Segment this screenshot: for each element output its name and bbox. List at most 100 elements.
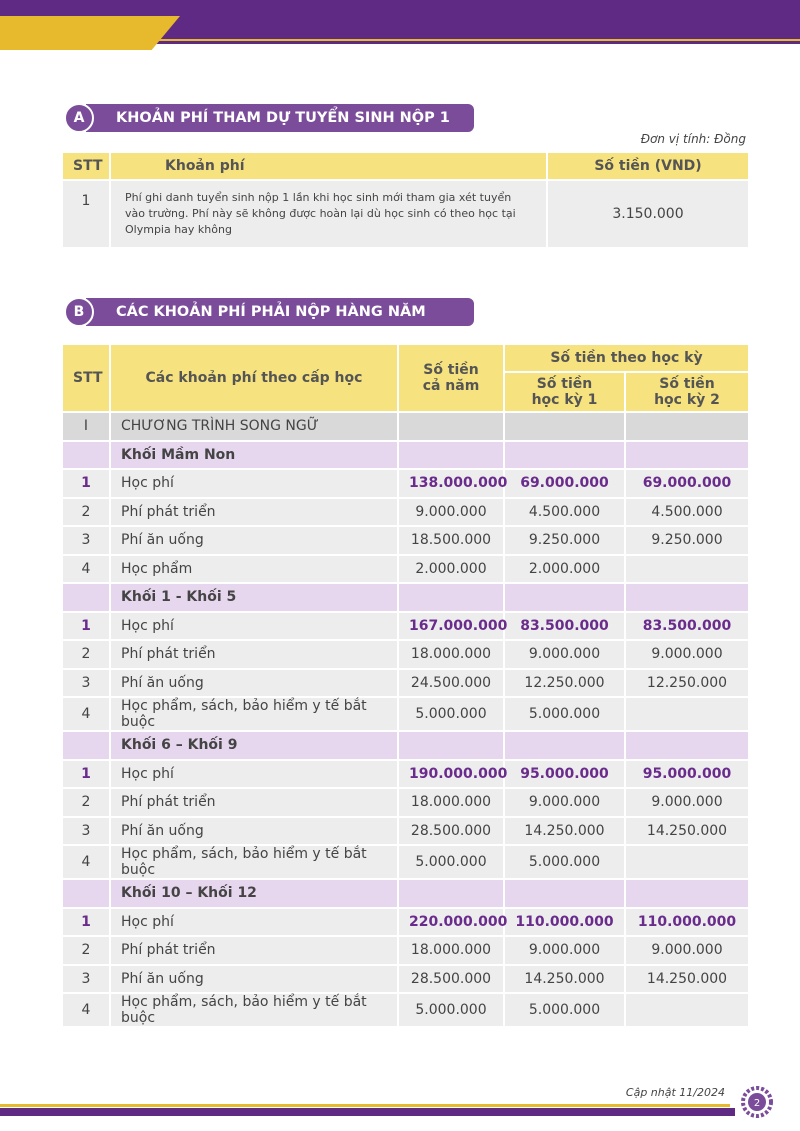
cell xyxy=(624,730,750,761)
header-cell: Số tiền (VND) xyxy=(546,151,750,181)
cell: Học phí xyxy=(109,906,399,937)
cell: Phí phát triển xyxy=(109,787,399,818)
bottom-banner: 2 xyxy=(0,1086,773,1118)
cell: 9.000.000 xyxy=(624,935,750,966)
cell: 4 xyxy=(61,992,111,1028)
cell xyxy=(503,439,626,470)
cell: Phí ghi danh tuyển sinh nộp 1 lần khi họ… xyxy=(109,179,548,249)
cell: Phí phát triển xyxy=(109,639,399,670)
header-row: STT Các khoản phí theo cấp học Số tiền cả … xyxy=(61,343,750,413)
header-cell: Khoản phí xyxy=(109,151,548,181)
section-b-heading: B CÁC KHOẢN PHÍ PHẢI NỘP HÀNG NĂM xyxy=(64,297,474,327)
cell: 18.500.000 xyxy=(397,525,505,556)
cell: 2 xyxy=(61,935,111,966)
cell: I xyxy=(61,411,111,442)
cell: 9.000.000 xyxy=(503,639,626,670)
footer-line xyxy=(0,1104,730,1107)
header-cell: Số tiền cả năm xyxy=(397,343,505,413)
cell: 5.000.000 xyxy=(397,696,505,732)
fee-row: 1 Học phí 220.000.000 110.000.000 110.000.00… xyxy=(61,906,750,937)
fee-row: 1 Học phí 167.000.000 83.500.000 83.500.000 xyxy=(61,610,750,641)
cell: 4 xyxy=(61,553,111,584)
cell: 24.500.000 xyxy=(397,667,505,698)
header-row: Số tiền học kỳ 1 Số tiền học kỳ 2 xyxy=(62,371,750,413)
cell xyxy=(624,582,750,613)
cell: Phí ăn uống xyxy=(109,815,399,846)
cell: 9.250.000 xyxy=(503,525,626,556)
fee-row: 2 Phí phát triển 9.000.000 4.500.000 4.500.0… xyxy=(61,496,750,527)
header-cell: Số tiền theo học kỳ xyxy=(503,343,750,373)
banner-accent xyxy=(0,16,180,50)
cell: 2 xyxy=(61,639,111,670)
cell: 2.000.000 xyxy=(503,553,626,584)
cell: 4 xyxy=(61,844,111,880)
header-cell: STT xyxy=(61,343,111,413)
cell xyxy=(503,582,626,613)
header-cell: Các khoản phí theo cấp học xyxy=(109,343,399,413)
cell: 1 xyxy=(61,468,111,499)
cell xyxy=(397,730,505,761)
page-number: 2 xyxy=(754,1098,760,1109)
cell: 5.000.000 xyxy=(503,992,626,1028)
cell xyxy=(624,878,750,909)
cell: 18.000.000 xyxy=(397,639,505,670)
cell: 18.000.000 xyxy=(397,935,505,966)
cell: 3 xyxy=(61,667,111,698)
cell xyxy=(624,696,750,732)
cell: 12.250.000 xyxy=(503,667,626,698)
cell: 28.500.000 xyxy=(397,963,505,994)
cell: Học phẩm, sách, bảo hiểm y tế bắt buộc xyxy=(109,992,399,1028)
cell: 12.250.000 xyxy=(624,667,750,698)
fee-row: 4 Học phẩm, sách, bảo hiểm y tế bắt buộc 5… xyxy=(61,992,750,1028)
table-b: STT Các khoản phí theo cấp học Số tiền cả … xyxy=(61,343,750,1028)
section-letter: A xyxy=(64,103,94,133)
cell: 138.000.000 xyxy=(397,468,507,499)
cell: 28.500.000 xyxy=(397,815,505,846)
cell: Phí ăn uống xyxy=(109,667,399,698)
cell xyxy=(624,992,750,1028)
fee-row: 3 Phí ăn uống 28.500.000 14.250.000 14.250.0… xyxy=(61,963,750,994)
cell: 5.000.000 xyxy=(503,844,626,880)
group-row: Khối 1 - Khối 5 xyxy=(61,582,750,613)
program-row: I CHƯƠNG TRÌNH SONG NGỮ xyxy=(61,411,750,442)
cell: 2 xyxy=(61,787,111,818)
cell: Khối 6 – Khối 9 xyxy=(109,730,399,761)
header-cell: STT xyxy=(61,151,111,181)
cell: 9.000.000 xyxy=(503,935,626,966)
page-badge xyxy=(748,1093,766,1111)
section-title: CÁC KHOẢN PHÍ PHẢI NỘP HÀNG NĂM xyxy=(86,298,474,326)
cell: Phí phát triển xyxy=(109,935,399,966)
cell: 14.250.000 xyxy=(503,963,626,994)
footer-band xyxy=(0,1108,735,1116)
cell xyxy=(624,439,750,470)
group-row: Khối Mầm Non xyxy=(61,439,750,470)
update-note: Cập nhật 11/2024 xyxy=(625,1086,725,1099)
fee-row: 3 Phí ăn uống 24.500.000 12.250.000 12.250.0… xyxy=(61,667,750,698)
cell: 4.500.000 xyxy=(624,496,750,527)
cell: Khối 10 – Khối 12 xyxy=(109,878,399,909)
cell xyxy=(397,439,505,470)
fee-row: 3 Phí ăn uống 28.500.000 14.250.000 14.250.0… xyxy=(61,815,750,846)
table-a: STT Khoản phí Số tiền (VND) 1 Phí ghi danh t… xyxy=(61,151,750,249)
section-a-heading: A KHOẢN PHÍ THAM DỰ TUYỂN SINH NỘP 1 LẦN xyxy=(64,103,474,154)
group-row: Khối 6 – Khối 9 xyxy=(61,730,750,761)
cell: 18.000.000 xyxy=(397,787,505,818)
cell: Học phẩm xyxy=(109,553,399,584)
cell: 5.000.000 xyxy=(397,992,505,1028)
cell xyxy=(503,878,626,909)
cell xyxy=(503,411,626,442)
fee-row: 2 Phí phát triển 18.000.000 9.000.000 9.000.… xyxy=(61,935,750,966)
cell: 14.250.000 xyxy=(624,815,750,846)
cell: 69.000.000 xyxy=(624,468,750,499)
cell: 110.000.000 xyxy=(503,906,626,937)
cell: 190.000.000 xyxy=(397,758,507,789)
cell: Học phẩm, sách, bảo hiểm y tế bắt buộc xyxy=(109,844,399,880)
cell: 9.000.000 xyxy=(624,639,750,670)
cell: 9.000.000 xyxy=(503,787,626,818)
group-row: Khối 10 – Khối 12 xyxy=(61,878,750,909)
unit-note: Đơn vị tính: Đồng xyxy=(640,132,746,146)
cell: Phí ăn uống xyxy=(109,525,399,556)
cell xyxy=(397,411,505,442)
cell: 1 xyxy=(61,906,111,937)
cell: 3.150.000 xyxy=(546,179,750,249)
